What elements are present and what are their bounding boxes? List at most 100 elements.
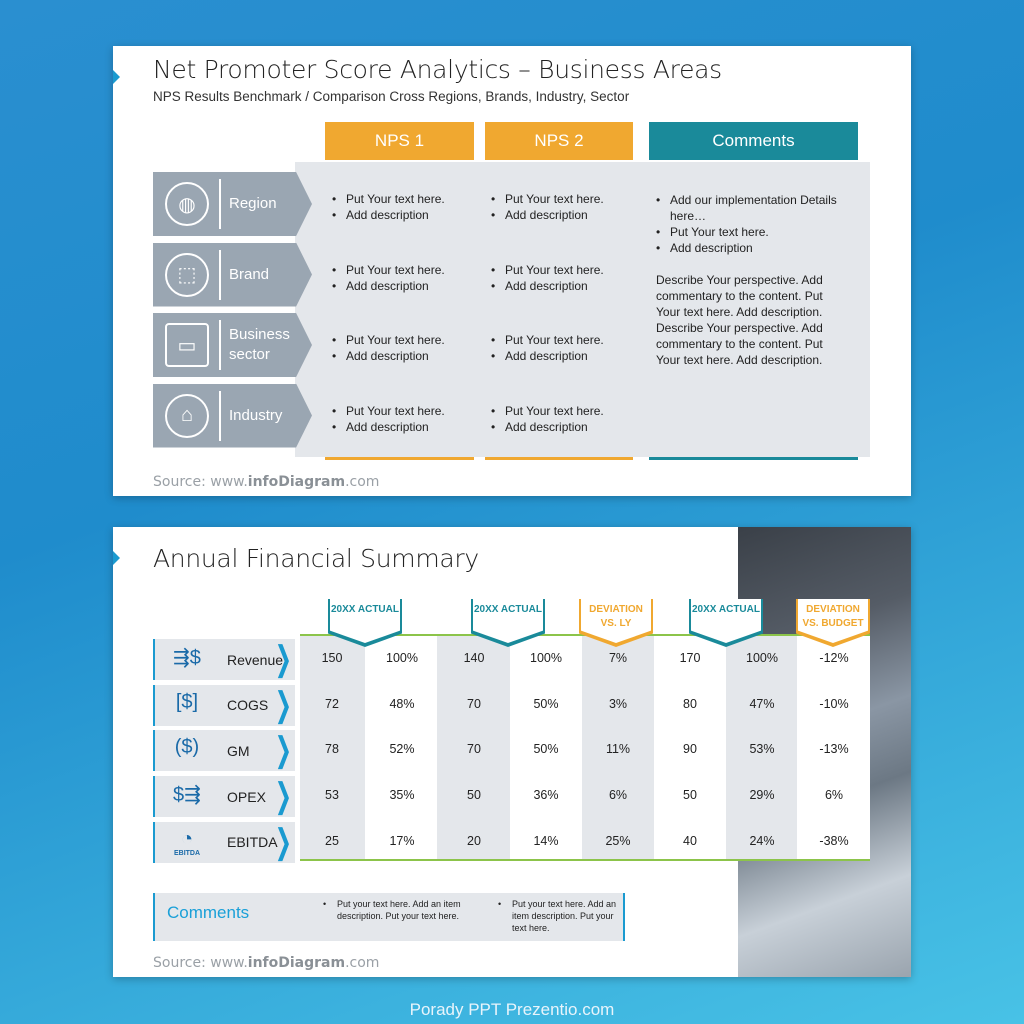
toolbox-icon: ▭ — [165, 323, 209, 367]
comments-bullets: Add our implementation Details here… Put… — [656, 192, 856, 256]
table-cell: 25 — [325, 833, 339, 848]
comments-paragraph: Describe Your perspective. Add commentar… — [656, 273, 823, 367]
row-label: EBITDA — [227, 834, 278, 851]
bullet: Put your text here. Add an item descript… — [498, 898, 628, 934]
row-gm: ($) GM ❯ — [153, 730, 295, 772]
table-cell: -10% — [819, 696, 849, 711]
row-label-text: Region — [229, 195, 277, 212]
table-cell: 48% — [389, 696, 415, 711]
table-cell: 100% — [530, 651, 562, 665]
divider — [219, 179, 221, 229]
table-cell: 52% — [389, 742, 415, 757]
table-cell: 53 — [325, 788, 339, 803]
chevron-right-icon: ❯ — [274, 731, 292, 770]
table-cell: 140 — [463, 651, 485, 665]
comments-label: Comments — [167, 903, 250, 922]
bullet: Put Your text here. — [656, 224, 856, 240]
cost-box-icon: [$] — [175, 690, 199, 713]
table-cell: 29% — [749, 788, 775, 803]
opex-moneybag-icon: $⇶ — [173, 784, 201, 807]
shaded-column — [726, 636, 797, 859]
table-cell: 100% — [386, 651, 418, 665]
row-label-text: Industry — [229, 406, 283, 424]
table-cell: 17% — [389, 833, 415, 848]
table-cell: 50 — [683, 788, 697, 803]
table-cell: -38% — [819, 833, 849, 848]
table-cell: 47% — [749, 696, 775, 711]
row-label-2: ▭ Business sector — [153, 313, 312, 377]
source-prefix: Source: www. — [153, 955, 248, 971]
source-suffix: .com — [345, 474, 380, 490]
bullet: Add description — [332, 348, 482, 364]
source-prefix: Source: www. — [153, 474, 248, 490]
bullet: Add description — [491, 348, 641, 364]
row-cogs: [$] COGS ❯ — [153, 684, 295, 726]
nps1-cell: Put Your text here.Add description — [332, 262, 482, 294]
bullet: Put Your text here. — [332, 332, 482, 348]
bullet: Put Your text here. — [491, 262, 641, 278]
table-cell: -13% — [819, 742, 849, 757]
table-cell: 7% — [608, 651, 628, 665]
row-label: Revenue — [227, 651, 284, 668]
nps1-cell: Put Your text here.Add description — [332, 332, 482, 364]
column-footer — [649, 457, 858, 460]
slide-marker — [113, 70, 120, 84]
shaded-column — [582, 636, 654, 859]
table-cell: 70 — [467, 742, 481, 757]
bullet: Add description — [491, 278, 641, 294]
table-cell: 6% — [824, 788, 844, 803]
column-footer — [485, 457, 633, 460]
shaded-column — [437, 636, 510, 859]
tags-icon: ⬚ — [165, 252, 209, 297]
bullet: Add description — [332, 207, 482, 223]
table-cell: 72 — [325, 696, 339, 711]
table-cell: 170 — [679, 651, 701, 665]
table-cell: 36% — [533, 788, 559, 803]
row-label-text: Brand — [229, 265, 270, 283]
table-cell: 80 — [683, 696, 697, 711]
row-label-1: ⬚ Brand — [153, 242, 312, 307]
bullet: Add description — [332, 419, 482, 435]
table-cell: 35% — [389, 788, 415, 803]
bullet: Put your text here. Add an item descript… — [323, 898, 473, 922]
source-credit: Source: www.infoDiagram.com — [153, 474, 379, 490]
divider — [219, 320, 221, 370]
row-label: OPEX — [227, 788, 266, 805]
row-label-0: ◍ Region — [153, 172, 312, 236]
table-cell: 50% — [533, 696, 559, 711]
icon-caption: EBITDA — [173, 849, 201, 857]
slide-subtitle: NPS Results Benchmark / Comparison Cross… — [153, 89, 630, 104]
table-cell: 14% — [533, 833, 559, 848]
bullet: Add our implementation Details here… — [656, 192, 856, 224]
bullet: Put Your text here. — [332, 191, 482, 207]
bullet: Put Your text here. — [332, 262, 482, 278]
bullet: Add description — [332, 278, 482, 294]
chevron-right-icon: ❯ — [274, 685, 292, 724]
factory-icon: ⌂ — [165, 393, 209, 438]
nps2-cell: Put Your text here.Add description — [491, 191, 641, 223]
divider — [219, 249, 221, 300]
bullet: Add description — [491, 207, 641, 223]
column-header-nps1: NPS 1 — [325, 122, 474, 160]
table-cell: 100% — [746, 651, 778, 665]
source-brand: infoDiagram — [247, 955, 346, 971]
nps1-cell: Put Your text here.Add description — [332, 403, 482, 435]
table-cell: -12% — [819, 651, 849, 665]
table-cell: 70 — [467, 696, 481, 711]
table-cell: 24% — [749, 833, 775, 848]
row-label-text: Business sector — [229, 326, 290, 363]
table-cell: 78 — [325, 742, 339, 757]
financial-table — [300, 634, 870, 861]
source-suffix: .com — [345, 955, 380, 971]
nps2-cell: Put Your text here.Add description — [491, 332, 641, 364]
table-cell: 150 — [321, 651, 343, 665]
shaded-column — [300, 636, 365, 859]
row-opex: $⇶ OPEX ❯ — [153, 776, 295, 818]
chevron-right-icon: ❯ — [274, 640, 292, 678]
slide-title: Net Promoter Score Analytics – Business … — [153, 55, 722, 84]
pie-chart-icon: ◔ EBITDA — [165, 828, 209, 857]
slide-title: Annual Financial Summary — [153, 544, 479, 573]
bullet: Add description — [656, 240, 856, 256]
table-cell: 50 — [467, 788, 481, 803]
nps2-cell: Put Your text here.Add description — [491, 403, 641, 435]
